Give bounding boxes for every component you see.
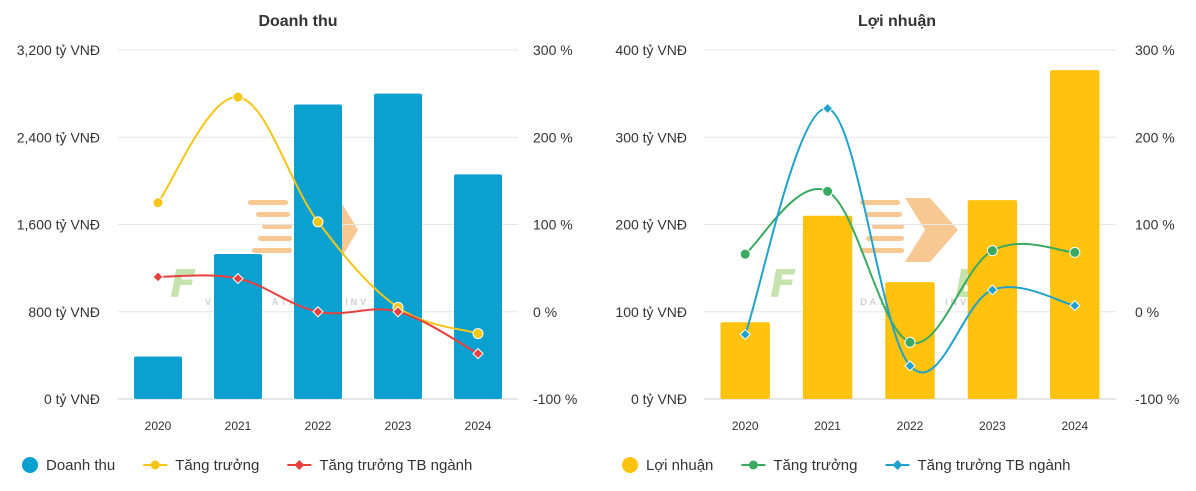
data-point (472, 328, 484, 340)
data-point (152, 197, 164, 209)
y-tick-label: 800 tỷ VNĐ (28, 304, 100, 320)
data-point (312, 216, 324, 228)
y-tick-label: 1,600 tỷ VNĐ (17, 217, 100, 233)
bar (214, 253, 262, 399)
x-tick-label: 2024 (465, 419, 492, 433)
svg-text:A T A: A T A (272, 298, 296, 308)
data-point (986, 245, 998, 257)
legend-symbol (150, 460, 160, 470)
legend-symbol (294, 460, 305, 470)
y2-tick-label: -100 % (533, 391, 577, 407)
data-point (1069, 246, 1081, 258)
y-tick-label: 0 tỷ VNĐ (631, 391, 687, 407)
y2-tick-label: 200 % (1135, 129, 1175, 145)
legend-symbol (622, 457, 638, 473)
chart-title: Doanh thu (258, 13, 337, 30)
legend-label: Tăng trưởng TB ngành (319, 457, 472, 474)
y2-tick-label: 300 % (533, 42, 573, 58)
bar (1050, 70, 1100, 399)
data-point (821, 102, 834, 115)
data-point (232, 272, 244, 285)
data-point (152, 271, 164, 283)
x-tick-label: 2023 (979, 419, 1006, 433)
y2-tick-label: -100 % (1135, 391, 1179, 407)
data-point (1069, 299, 1081, 312)
legend-item[interactable]: Tăng trưởng (143, 457, 259, 474)
y-tick-label: 100 tỷ VNĐ (615, 304, 687, 320)
bar (967, 200, 1018, 399)
x-tick-label: 2021 (814, 419, 841, 433)
y-tick-label: 3,200 tỷ VNĐ (17, 42, 100, 58)
svg-text:I N V: I N V (945, 298, 967, 308)
bar (374, 93, 422, 399)
y2-tick-label: 0 % (1135, 304, 1159, 320)
data-point (739, 328, 751, 341)
x-tick-label: 2022 (305, 419, 332, 433)
x-tick-label: 2022 (897, 419, 924, 433)
data-point (232, 91, 244, 103)
legend-item[interactable]: Lợi nhuận (622, 457, 713, 474)
data-point (904, 336, 916, 348)
y-tick-label: 300 tỷ VNĐ (615, 129, 687, 145)
y2-tick-label: 0 % (533, 304, 557, 320)
x-tick-label: 2021 (225, 419, 252, 433)
legend-label: Tăng trưởng (773, 457, 857, 474)
y2-tick-label: 100 % (533, 217, 573, 233)
legend-symbol (22, 457, 38, 473)
svg-text:F: F (770, 262, 796, 306)
y2-tick-label: 300 % (1135, 42, 1175, 58)
chart-title: Lợi nhuận (858, 13, 936, 30)
legend-symbol (892, 460, 903, 470)
x-tick-label: 2023 (385, 419, 412, 433)
svg-text:F: F (170, 262, 196, 306)
legend-label: Tăng trưởng TB ngành (917, 457, 1070, 474)
legend-label: Lợi nhuận (646, 457, 713, 474)
data-point (392, 306, 404, 318)
revenue-chart: Doanh thu 0 tỷ VNĐ 800 tỷ VNĐ 1,600 tỷ VNĐ 2… (17, 13, 578, 474)
y-tick-label: 400 tỷ VNĐ (615, 42, 687, 58)
legend-label: Doanh thu (46, 457, 115, 474)
y2-tick-label: 200 % (533, 129, 573, 145)
data-point (904, 360, 916, 372)
bar (454, 174, 502, 399)
legend-item[interactable]: Tăng trưởng TB ngành (885, 457, 1071, 474)
x-tick-label: 2020 (145, 419, 172, 433)
legend-symbol (748, 460, 758, 470)
profit-chart: Lợi nhuận 0 tỷ VNĐ 100 tỷ VNĐ 200 tỷ VNĐ 300… (615, 13, 1179, 474)
legend-item[interactable]: Doanh thu (22, 457, 115, 474)
data-point (739, 248, 751, 260)
bar (720, 322, 770, 399)
y-tick-label: 2,400 tỷ VNĐ (17, 129, 100, 145)
x-tick-label: 2024 (1061, 419, 1088, 433)
y-tick-label: 0 tỷ VNĐ (44, 391, 100, 407)
legend-item[interactable]: Tăng trưởng TB ngành (287, 457, 472, 474)
x-tick-label: 2020 (732, 419, 759, 433)
data-point (472, 347, 484, 360)
bar (802, 215, 853, 399)
svg-text:I N V: I N V (345, 298, 367, 308)
legend-label: Tăng trưởng (175, 457, 259, 474)
svg-text:V A: V A (205, 298, 221, 308)
y2-tick-label: 100 % (1135, 217, 1175, 233)
svg-text:D A T A: D A T A (860, 298, 894, 308)
data-point (312, 306, 324, 318)
bar (134, 356, 182, 399)
legend-item[interactable]: Tăng trưởng (741, 457, 857, 474)
data-point (986, 284, 999, 296)
bar (294, 104, 342, 399)
data-point (822, 185, 834, 197)
y-tick-label: 200 tỷ VNĐ (615, 217, 687, 233)
